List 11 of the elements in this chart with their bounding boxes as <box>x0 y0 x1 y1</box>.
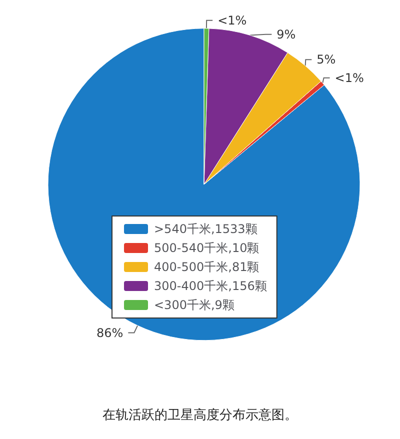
legend-label: <300千米,9颗 <box>154 298 234 312</box>
legend-label: 300-400千米,156颗 <box>154 279 267 293</box>
data-label: <1% <box>334 70 364 85</box>
text: 在轨活跃的卫星高度分布示意图。 <box>102 407 298 423</box>
data-label: <1% <box>218 13 247 28</box>
legend-label: 500-540千米,10颗 <box>154 241 260 255</box>
legend-label: >540千米,1533颗 <box>154 222 258 236</box>
data-label: 5% <box>316 52 336 67</box>
legend-label: 400-500千米,81颗 <box>154 260 260 274</box>
data-label: 86% <box>96 326 124 340</box>
data-label: 9% <box>276 27 296 42</box>
